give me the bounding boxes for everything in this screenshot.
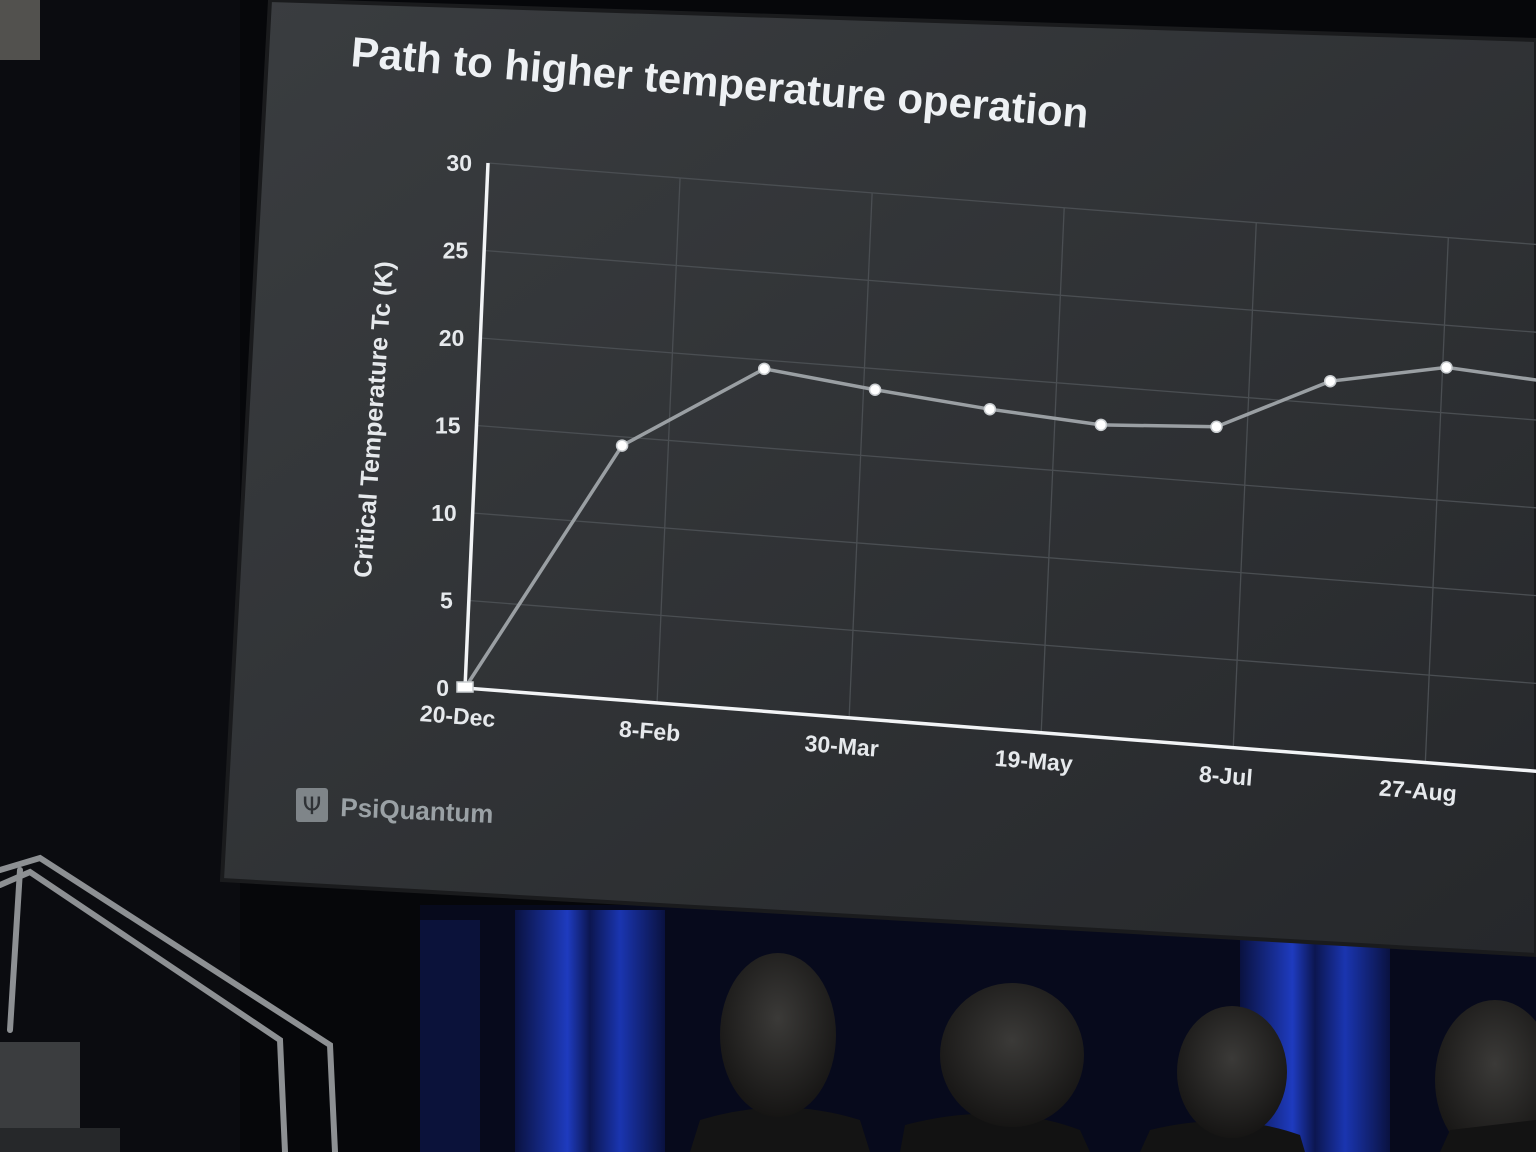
gridline-y [472,512,1536,597]
gridline-y [484,249,1536,333]
data-point [757,362,771,376]
data-point [1210,420,1223,434]
chart-grid [468,162,1536,763]
x-tick-label: 8-Jul [1198,761,1254,791]
gridline-x [848,192,873,718]
podium-base [0,1128,120,1152]
data-point [1094,418,1108,432]
psi-logo-icon [296,788,328,822]
chart-series [456,361,1536,693]
gridline-x [1232,222,1257,748]
gridline-y [480,337,1536,421]
x-tick-label: 8-Feb [618,716,681,747]
y-tick-label: 5 [440,588,453,614]
gridline-x [1424,237,1449,763]
x-tick-label: 19-May [994,745,1074,777]
y-tick-label: 0 [436,675,449,701]
gridline-x [656,177,681,703]
psiquantum-logo: Ψ PsiQuantum [296,788,494,829]
series-line [463,365,1536,689]
data-point [1324,374,1337,388]
gridline-y [476,424,1536,509]
x-tick-label: 30-Mar [804,730,880,762]
data-point [983,402,997,416]
gridline-y [468,599,1536,685]
data-point [868,383,882,396]
y-tick-label: 15 [435,413,461,439]
gridline-y [487,162,1536,246]
x-tick-label: 20-Dec [419,700,496,732]
podium-box [0,1042,80,1132]
y-tick-label: 25 [443,238,469,264]
y-tick-label: 30 [446,150,472,176]
psi-glyph-icon: Ψ [303,792,322,820]
projection-screen [219,0,1536,958]
data-point [456,681,474,693]
y-tick-label: 20 [439,325,465,351]
left-curtain [0,0,240,1152]
x-tick-label: 27-Aug [1378,775,1458,807]
chart-tick-labels: 0 5 10 15 20 25 30 20-Dec 8-Feb 30-Mar 19-May 8-Jul… [419,150,1458,807]
data-point [615,439,629,452]
y-tick-label: 10 [431,500,457,526]
stair-railing [0,854,338,1152]
data-point [1440,361,1453,374]
audience [690,953,1536,1152]
gridline-x [1040,207,1065,733]
logo-text: PsiQuantum [340,792,494,829]
light-glare [0,0,40,60]
